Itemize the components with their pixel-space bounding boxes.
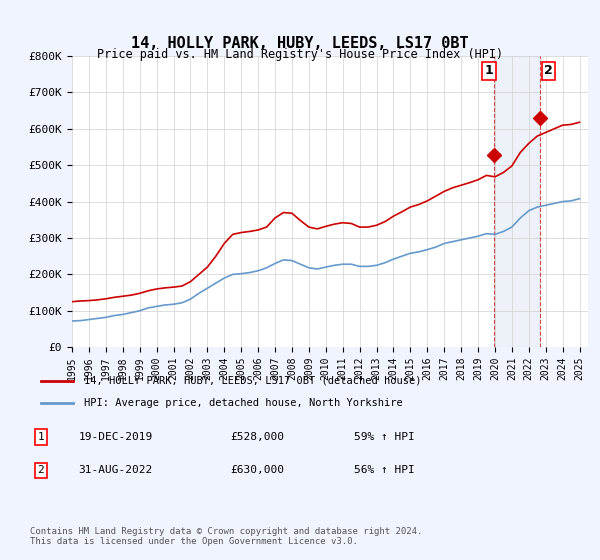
Text: Price paid vs. HM Land Registry's House Price Index (HPI): Price paid vs. HM Land Registry's House … xyxy=(97,48,503,60)
Text: 2: 2 xyxy=(37,465,44,475)
Bar xyxy=(494,56,540,347)
Text: HPI: Average price, detached house, North Yorkshire: HPI: Average price, detached house, Nort… xyxy=(84,398,403,408)
Text: £630,000: £630,000 xyxy=(230,465,284,475)
Text: 14, HOLLY PARK, HUBY, LEEDS, LS17 0BT: 14, HOLLY PARK, HUBY, LEEDS, LS17 0BT xyxy=(131,36,469,52)
Text: 1: 1 xyxy=(37,432,44,442)
Text: Contains HM Land Registry data © Crown copyright and database right 2024.
This d: Contains HM Land Registry data © Crown c… xyxy=(30,526,422,546)
Text: 56% ↑ HPI: 56% ↑ HPI xyxy=(354,465,415,475)
Text: 31-AUG-2022: 31-AUG-2022 xyxy=(79,465,153,475)
Text: £528,000: £528,000 xyxy=(230,432,284,442)
Text: 1: 1 xyxy=(485,64,494,77)
Text: 2: 2 xyxy=(544,64,553,77)
Text: 59% ↑ HPI: 59% ↑ HPI xyxy=(354,432,415,442)
Text: 14, HOLLY PARK, HUBY, LEEDS, LS17 0BT (detached house): 14, HOLLY PARK, HUBY, LEEDS, LS17 0BT (d… xyxy=(84,376,421,386)
Text: 19-DEC-2019: 19-DEC-2019 xyxy=(79,432,153,442)
